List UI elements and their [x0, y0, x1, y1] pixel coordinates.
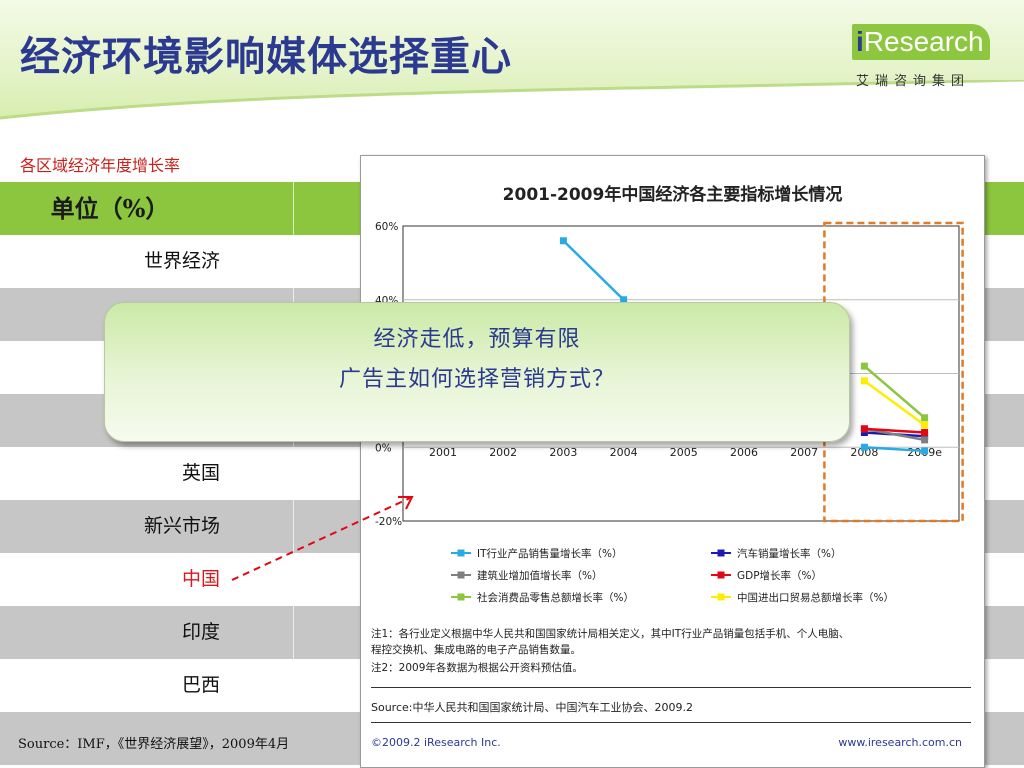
- row-label: 印度: [181, 621, 220, 643]
- data-point: [860, 429, 868, 436]
- table-row: 世界经济: [0, 235, 1024, 288]
- divider: [371, 687, 971, 688]
- page-title: 经济环境影响媒体选择重心: [20, 34, 512, 80]
- chart-note: 注2：2009年各数据为根据公开资料预估值。: [371, 662, 583, 674]
- header-swoosh-decoration: [0, 80, 1024, 150]
- table-row: 英国: [0, 447, 1024, 500]
- data-point: [921, 447, 929, 455]
- data-point: [921, 432, 929, 440]
- x-tick-label: 2008: [850, 446, 878, 459]
- legend-label: IT行业产品销售量增长率（%）: [477, 547, 623, 560]
- data-point: [860, 362, 868, 370]
- legend-label: 中国进出口贸易总额增长率（%）: [737, 591, 894, 604]
- chart-note: 注1：各行业定义根据中华人民共和国国家统计局相关定义，其中IT行业产品销量包括手…: [371, 628, 850, 640]
- data-point: [921, 436, 929, 444]
- table-header-unit: 单位（%）: [50, 194, 170, 223]
- legend-marker: [717, 549, 725, 557]
- x-tick-label: 2006: [730, 446, 758, 459]
- x-tick-label: 2007: [790, 446, 818, 459]
- data-point: [860, 425, 868, 433]
- chart-source: Source:中华人民共和国国家统计局、中国汽车工业协会、2009.2: [371, 701, 693, 714]
- iresearch-logo: iResearch 艾瑞咨询集团: [852, 24, 1002, 94]
- table-caption: 各区域经济年度增长率: [20, 156, 181, 175]
- data-point: [921, 421, 929, 429]
- series-line: [864, 427, 925, 434]
- data-point: [921, 414, 929, 422]
- x-tick-label: 2003: [549, 446, 577, 459]
- legend-marker: [457, 593, 465, 601]
- chart-title: 2001-2009年中国经济各主要指标增长情况: [502, 185, 843, 205]
- x-tick-label: 2001: [429, 446, 457, 459]
- callout-bubble: 经济走低，预算有限 广告主如何选择营销方式？: [104, 302, 850, 442]
- data-point: [860, 443, 868, 451]
- callout-line-1: 经济走低，预算有限: [373, 327, 581, 352]
- y-tick-label: 60%: [375, 221, 398, 233]
- data-point: [620, 296, 628, 304]
- series-line: [863, 379, 926, 427]
- row-label: 世界经济: [143, 250, 220, 272]
- legend-marker: [457, 571, 465, 579]
- series-line: [562, 239, 925, 453]
- y-tick-label: -20%: [375, 516, 402, 528]
- legend-marker: [457, 549, 465, 557]
- chart-panel: 2001-2009年中国经济各主要指标增长情况 60%40%20%0%-20%2…: [360, 155, 985, 768]
- x-tick-label: 2005: [670, 446, 698, 459]
- x-tick-label: 2004: [610, 446, 638, 459]
- row-label: 英国: [181, 462, 220, 484]
- y-tick-label: 0%: [375, 442, 392, 454]
- data-point: [860, 377, 868, 385]
- row-label: 新兴市场: [143, 515, 220, 537]
- series-line: [863, 365, 926, 419]
- callout-line-2: 广告主如何选择营销方式？: [338, 367, 615, 392]
- line-chart: 60%40%20%0%-20%2001200220032004200520062…: [375, 221, 964, 604]
- legend-label: GDP增长率（%）: [737, 569, 822, 582]
- forecast-highlight-box: [823, 221, 964, 523]
- row-label-china: 中国: [181, 568, 220, 590]
- row-label: 巴西: [181, 674, 220, 696]
- data-point: [921, 429, 929, 436]
- legend-label: 汽车销量增长率（%）: [737, 547, 841, 560]
- legend-label: 社会消费品零售总额增长率（%）: [477, 591, 634, 604]
- legend-marker: [717, 571, 725, 579]
- table-row: 巴西: [0, 659, 1024, 712]
- chart-copyright: ©2009.2 iResearch Inc.: [371, 736, 501, 749]
- table-source: Source：IMF，《世界经济展望》，2009年4月: [18, 737, 290, 752]
- legend-marker: [717, 593, 725, 601]
- chart-url[interactable]: www.iresearch.com.cn: [838, 736, 962, 749]
- chart-note: 程控交换机、集成电路的电子产品销售数量。: [371, 644, 581, 656]
- data-point: [559, 237, 567, 245]
- x-tick-label: 2002: [489, 446, 517, 459]
- legend-label: 建筑业增加值增长率（%）: [477, 569, 602, 582]
- divider: [371, 722, 971, 723]
